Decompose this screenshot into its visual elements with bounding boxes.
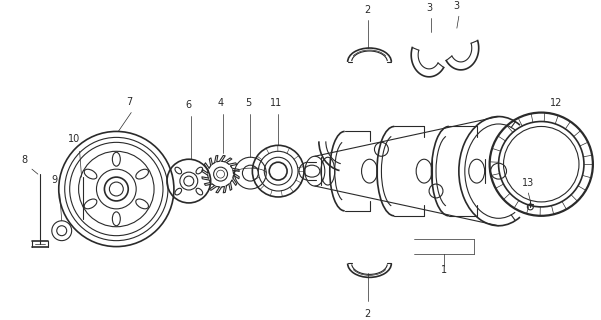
Text: 1: 1 xyxy=(441,265,447,276)
Text: 9: 9 xyxy=(52,175,58,185)
Text: 3: 3 xyxy=(454,1,460,11)
Text: 7: 7 xyxy=(126,97,132,107)
Text: 10: 10 xyxy=(67,134,80,144)
Text: 8: 8 xyxy=(21,155,27,165)
Text: 3: 3 xyxy=(426,3,432,13)
Text: 12: 12 xyxy=(550,98,563,108)
Text: 6: 6 xyxy=(186,100,192,110)
Text: 2: 2 xyxy=(364,5,371,15)
Text: 5: 5 xyxy=(245,98,251,108)
Text: 13: 13 xyxy=(522,178,534,188)
Text: 11: 11 xyxy=(270,98,282,108)
Text: 4: 4 xyxy=(218,98,224,108)
Text: 2: 2 xyxy=(364,309,371,319)
